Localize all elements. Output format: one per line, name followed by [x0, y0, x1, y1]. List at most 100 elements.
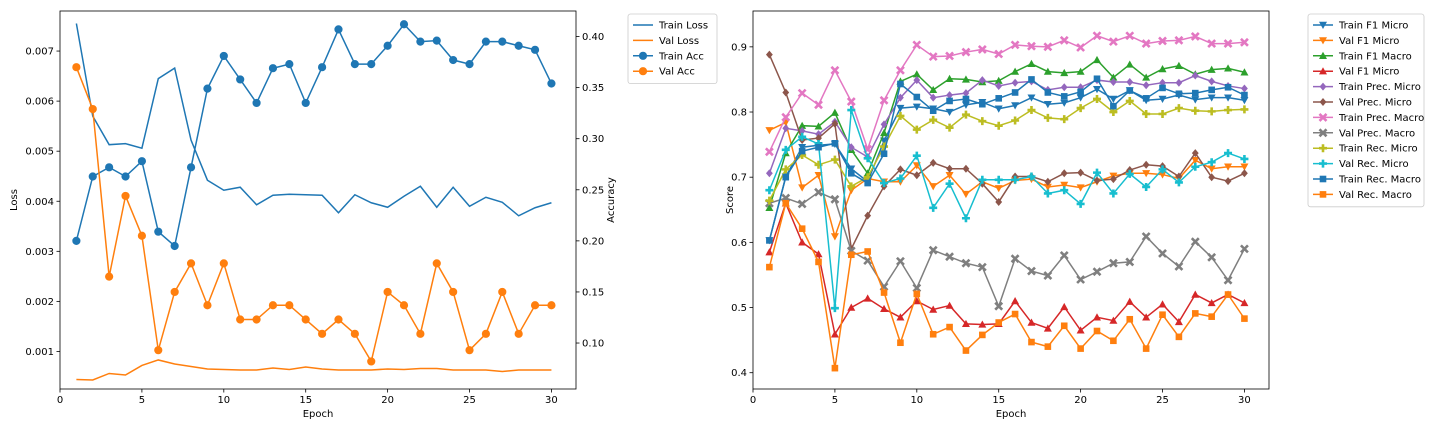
data-point: [203, 84, 212, 93]
data-point: [1158, 95, 1167, 103]
data-point: [961, 75, 970, 83]
data-point: [782, 199, 790, 207]
data-point: [1159, 311, 1166, 319]
data-point: [830, 330, 839, 338]
data-point: [765, 196, 774, 205]
data-point: [1043, 100, 1052, 109]
data-point: [203, 301, 212, 310]
data-point: [399, 20, 409, 29]
data-point: [1060, 115, 1069, 124]
data-point: [1224, 291, 1232, 298]
legend-label: Train Rec. Macro: [1338, 175, 1421, 186]
legend-marker: [1319, 175, 1327, 183]
data-point: [547, 301, 556, 310]
data-point: [72, 236, 81, 245]
data-point: [1174, 317, 1183, 326]
series-train-loss: [75, 23, 552, 217]
data-point: [186, 259, 196, 268]
y-tick-label: 0.7: [731, 173, 747, 184]
legend-marker: [1319, 37, 1327, 45]
data-point: [383, 287, 392, 297]
data-point: [1044, 177, 1052, 186]
data-point: [847, 143, 855, 152]
x-axis-label: Epoch: [303, 409, 334, 420]
data-point: [880, 142, 889, 151]
data-point: [1126, 78, 1134, 87]
legend-label: Train F1 Macro: [1338, 51, 1412, 62]
legend-label: Val F1 Micro: [1339, 36, 1399, 47]
data-point: [301, 98, 310, 108]
data-point: [847, 303, 856, 311]
data-point: [880, 150, 888, 158]
data-point: [514, 41, 523, 50]
data-point: [1223, 39, 1233, 49]
data-point: [1191, 157, 1200, 165]
legend: Train F1 Micro Val F1 Micro Train F1 Macro…: [1307, 13, 1425, 208]
data-point: [1027, 59, 1036, 67]
data-point: [1027, 318, 1036, 326]
data-point: [946, 97, 953, 105]
data-point: [1125, 297, 1134, 305]
data-point: [1076, 326, 1085, 334]
data-point: [995, 319, 1003, 326]
data-point: [1159, 84, 1166, 92]
data-point: [1224, 177, 1232, 186]
data-point: [1240, 298, 1249, 307]
data-point: [864, 179, 871, 187]
data-point: [121, 191, 130, 201]
data-point: [236, 315, 245, 324]
data-point: [1043, 324, 1052, 332]
data-point: [961, 214, 970, 223]
data-point: [1011, 67, 1020, 75]
data-point: [1224, 106, 1233, 115]
legend-item: Train Prec. Macro: [1313, 113, 1424, 124]
data-point: [863, 154, 872, 163]
series-train-prec-macro: [764, 31, 1249, 157]
series-val-acc: [72, 63, 556, 366]
data-point: [929, 203, 938, 212]
data-point: [897, 339, 904, 347]
data-point: [897, 165, 904, 174]
data-point: [1174, 61, 1183, 69]
data-point: [979, 100, 986, 108]
plot-frame: [752, 10, 1270, 390]
data-point: [1207, 107, 1216, 116]
data-point: [798, 132, 807, 141]
data-point: [1174, 104, 1183, 113]
series-train-rec-macro: [766, 75, 1248, 244]
x-tick-label: 30: [545, 395, 558, 406]
data-point: [798, 238, 807, 246]
data-point: [847, 165, 856, 173]
data-point: [1060, 186, 1069, 195]
y-tick-label: 0.5: [731, 303, 747, 314]
data-point: [994, 301, 1004, 311]
data-point: [317, 63, 327, 72]
legend-item: Val Rec. Macro: [1313, 190, 1412, 201]
data-point: [1191, 310, 1199, 317]
data-point: [879, 95, 889, 105]
data-point: [978, 76, 986, 85]
data-point: [945, 179, 954, 188]
legend-item: Train Rec. Micro: [1313, 144, 1418, 155]
data-point: [1207, 252, 1217, 262]
data-point: [1060, 83, 1068, 92]
data-point: [945, 301, 954, 309]
data-point: [1044, 343, 1052, 350]
data-point: [764, 147, 774, 157]
data-point: [1175, 78, 1183, 87]
data-point: [1060, 302, 1069, 311]
data-point: [946, 164, 953, 173]
data-point: [1142, 160, 1150, 169]
legend-label: Val Prec. Micro: [1339, 98, 1412, 109]
data-point: [1240, 154, 1249, 163]
data-point: [1191, 96, 1200, 104]
data-point: [367, 357, 376, 366]
data-point: [1240, 37, 1249, 47]
data-point: [1158, 65, 1167, 73]
data-point: [1076, 184, 1085, 192]
data-point: [1224, 64, 1233, 72]
data-point: [1207, 298, 1216, 307]
data-point: [896, 313, 905, 321]
data-point: [1125, 31, 1135, 41]
data-point: [912, 283, 922, 293]
